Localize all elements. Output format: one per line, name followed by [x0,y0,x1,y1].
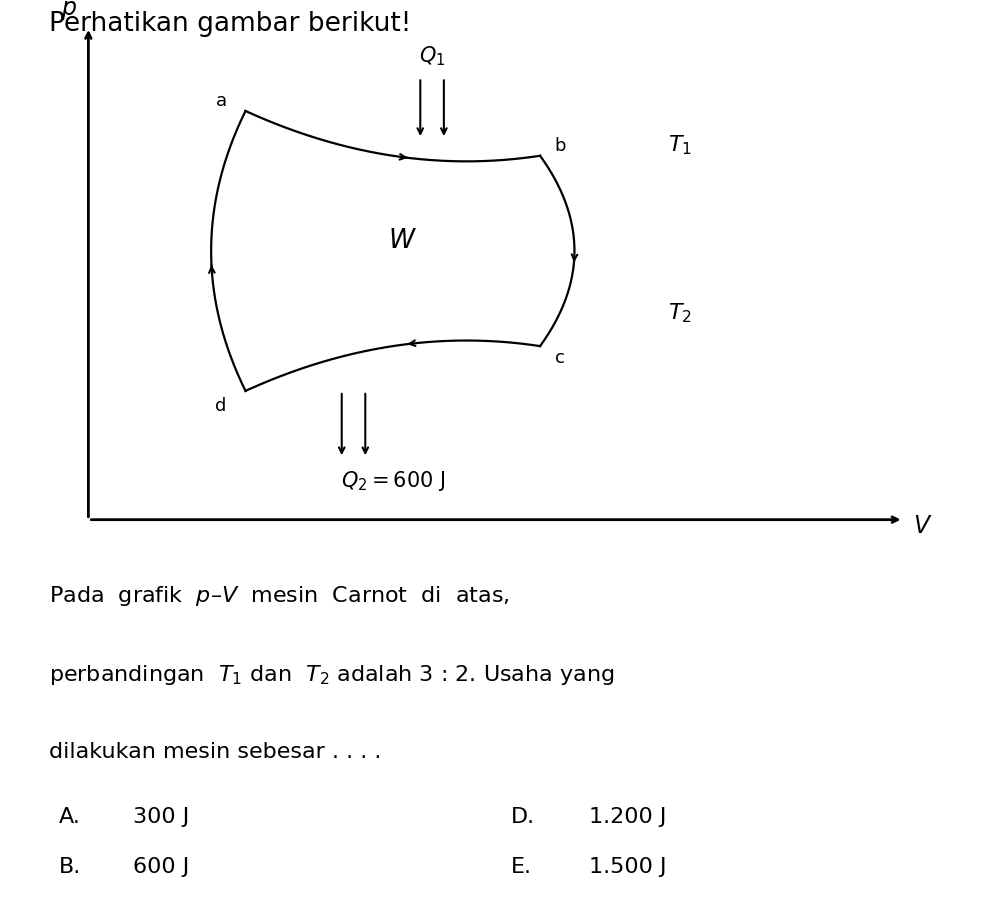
Text: dilakukan mesin sebesar . . . .: dilakukan mesin sebesar . . . . [49,741,381,761]
Text: Pada  grafik  $p$–$V$  mesin  Carnot  di  atas,: Pada grafik $p$–$V$ mesin Carnot di atas… [49,584,510,607]
Text: $p$: $p$ [61,0,77,23]
Text: perbandingan  $T_1$ dan  $T_2$ adalah 3 : 2. Usaha yang: perbandingan $T_1$ dan $T_2$ adalah 3 : … [49,662,615,686]
Text: $T_2$: $T_2$ [668,301,691,325]
Text: $Q_1$: $Q_1$ [419,44,445,68]
Text: $V$: $V$ [913,514,933,538]
Text: 1.200 J: 1.200 J [589,806,667,826]
Text: Perhatikan gambar berikut!: Perhatikan gambar berikut! [49,11,411,37]
Text: A.: A. [59,806,81,826]
Text: $W$: $W$ [388,227,417,253]
Text: c: c [555,349,565,367]
Text: $Q_2 = 600\ \mathrm{J}$: $Q_2 = 600\ \mathrm{J}$ [341,469,445,492]
Text: $T_1$: $T_1$ [668,133,691,157]
Text: 300 J: 300 J [133,806,189,826]
Text: 600 J: 600 J [133,856,189,876]
Text: E.: E. [511,856,531,876]
Text: D.: D. [511,806,535,826]
Text: 1.500 J: 1.500 J [589,856,667,876]
Text: B.: B. [59,856,82,876]
Text: a: a [215,92,227,110]
Text: d: d [215,397,227,414]
Text: b: b [554,136,566,154]
